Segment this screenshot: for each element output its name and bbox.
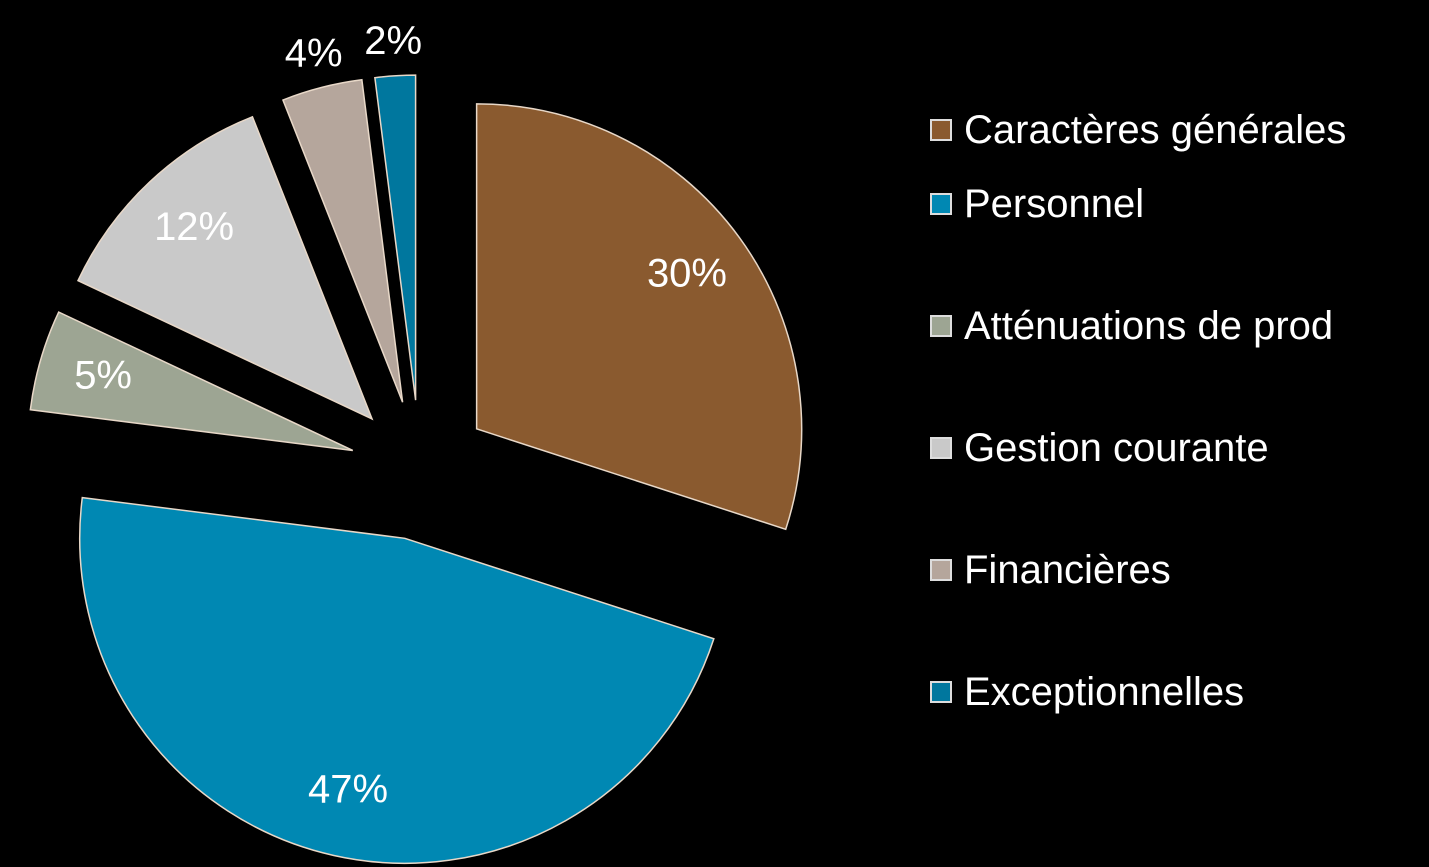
legend-swatch: [930, 119, 952, 141]
data-label: 12%: [154, 205, 234, 249]
legend-label: Atténuations de prod: [964, 304, 1334, 348]
pie-slice: [475, 103, 803, 531]
legend-swatch: [930, 437, 952, 459]
data-label: 30%: [647, 252, 727, 296]
legend: Caractères générales Personnel Atténuation…: [930, 107, 1420, 791]
legend-item: Personnel: [930, 181, 1420, 227]
legend-label: Personnel: [964, 182, 1145, 226]
legend-item: Gestion courante: [930, 425, 1420, 471]
legend-label: Gestion courante: [964, 426, 1269, 470]
legend-label: Caractères générales: [964, 108, 1347, 152]
data-label: 47%: [308, 768, 388, 812]
legend-item: Exceptionnelles: [930, 669, 1420, 715]
legend-swatch: [930, 681, 952, 703]
data-label: 5%: [74, 353, 132, 397]
legend-swatch: [930, 559, 952, 581]
data-label: 4%: [285, 31, 343, 75]
legend-item: Caractères générales: [930, 107, 1420, 153]
pie-slice: [374, 74, 417, 401]
legend-item: Financières: [930, 547, 1420, 593]
pie-slice: [77, 115, 374, 421]
legend-swatch: [930, 315, 952, 337]
pie-slice: [281, 78, 404, 403]
legend-item: Atténuations de prod: [930, 303, 1420, 349]
legend-label: Financières: [964, 548, 1171, 592]
legend-label: Exceptionnelles: [964, 670, 1245, 714]
chart: 30% 47% 5% 12% 4% 2%: [29, 19, 803, 865]
pie-slice: [79, 496, 715, 865]
data-label: 2%: [364, 19, 422, 63]
pie-slice: [29, 311, 354, 452]
legend-swatch: [930, 193, 952, 215]
